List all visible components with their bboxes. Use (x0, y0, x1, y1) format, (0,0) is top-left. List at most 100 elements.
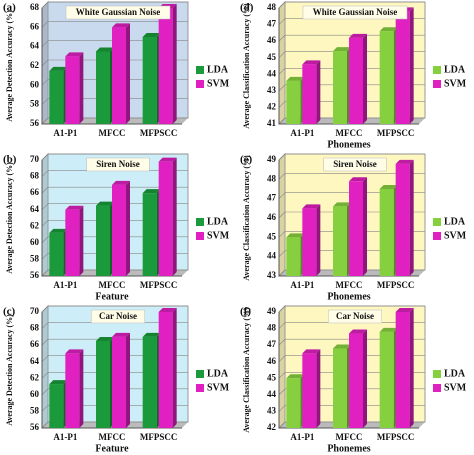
y-tick-label: 46 (267, 35, 277, 45)
bar-top (158, 308, 177, 312)
x-axis-label: Feature (95, 291, 129, 302)
x-tick-label: MFCC (99, 280, 126, 290)
grid-line (41, 372, 49, 379)
legend-label: SVM (207, 78, 230, 89)
title-box (65, 5, 171, 20)
legend-label: SVM (207, 230, 230, 241)
bar-side (409, 308, 414, 428)
bar (286, 80, 301, 124)
grid-line (278, 153, 286, 161)
bar-top (286, 76, 305, 81)
y-tick-label: 66 (30, 187, 40, 197)
bar-top (112, 23, 130, 28)
grid-line (278, 372, 286, 379)
chart-title: Siren Noise (96, 159, 140, 169)
y-tick-label: 70 (30, 306, 40, 316)
y-tick-label: 58 (30, 253, 40, 263)
grid-line (278, 192, 286, 199)
y-tick-label: 45 (267, 372, 277, 382)
bar-top (379, 27, 398, 32)
legend-swatch (433, 218, 441, 226)
bar (333, 348, 347, 428)
bar-top (302, 349, 321, 354)
y-tick-label: 56 (30, 270, 40, 280)
bar-top (158, 157, 177, 162)
plot-side-wall (41, 152, 49, 278)
x-tick-label: MFCC (336, 432, 363, 442)
x-tick-label: A1-P1 (290, 432, 314, 442)
bar (96, 51, 110, 124)
y-tick-label: 45 (267, 52, 277, 62)
grid-line (278, 68, 286, 75)
y-axis-label: Average Detection Accuracy (%) (5, 162, 14, 274)
y-tick-label: 64 (30, 41, 40, 51)
y-tick-label: 48 (267, 323, 277, 333)
y-tick-label: 45 (267, 231, 277, 241)
legend-swatch (433, 80, 441, 88)
grid-line (41, 355, 49, 362)
y-tick-label: 44 (267, 68, 277, 78)
y-tick-label: 58 (30, 405, 40, 415)
y-tick-label: 68 (30, 171, 40, 181)
y-tick-label: 70 (30, 154, 40, 164)
y-tick-label: 46 (267, 356, 277, 366)
panel-label: (a) (3, 2, 16, 14)
bar (158, 8, 173, 124)
x-tick-label: MFPSCC (140, 280, 178, 290)
bar (142, 336, 157, 428)
y-tick-label: 43 (267, 405, 277, 415)
bar (379, 189, 394, 276)
bar-side (172, 308, 177, 428)
bar (302, 64, 317, 124)
grid-line (41, 153, 49, 161)
bar-top (302, 204, 321, 209)
grid-line (278, 405, 286, 412)
grid-line (41, 405, 49, 412)
y-tick-label: 66 (30, 339, 40, 349)
grid-line (41, 79, 49, 86)
y-axis-label: Average Classification Accuracy (%) (242, 155, 251, 281)
grid-line (41, 421, 49, 429)
grid-line (41, 388, 49, 396)
grid-line (41, 186, 49, 194)
bar-top (349, 177, 367, 182)
grid-line (278, 211, 286, 219)
bar-top (333, 344, 351, 349)
bar-top (142, 33, 161, 37)
legend-swatch (196, 370, 204, 378)
legend-label: LDA (444, 216, 466, 227)
y-axis-label: Average Detection Accuracy (%) (5, 10, 14, 122)
grid-line (41, 117, 49, 125)
grid-line (278, 101, 286, 108)
panel-label: (c) (3, 306, 16, 318)
bar-side (79, 349, 84, 428)
bar (49, 384, 64, 428)
title-box (328, 309, 382, 324)
bar-top (96, 201, 114, 206)
bar-top (65, 349, 84, 354)
grid-line (41, 40, 49, 47)
y-tick-label: 60 (30, 389, 40, 399)
plot-side-wall (278, 304, 286, 430)
chart-title: Car Noise (336, 311, 374, 321)
legend-label: SVM (444, 230, 467, 241)
legend-label: LDA (207, 368, 229, 379)
bar (286, 237, 301, 276)
legend-label: SVM (444, 382, 467, 393)
bar (142, 193, 157, 276)
x-tick-label: MFPSCC (377, 280, 415, 290)
bar-side (79, 205, 84, 276)
bar-top (142, 189, 161, 194)
title-box (323, 157, 387, 172)
title-box (302, 5, 408, 20)
bar (333, 206, 347, 276)
bar-top (96, 337, 114, 341)
bar (65, 209, 80, 276)
bar (158, 312, 173, 428)
x-tick-label: A1-P1 (53, 280, 77, 290)
plot-side-wall (278, 0, 286, 126)
bar-top (49, 228, 68, 233)
bar-side (126, 332, 130, 428)
